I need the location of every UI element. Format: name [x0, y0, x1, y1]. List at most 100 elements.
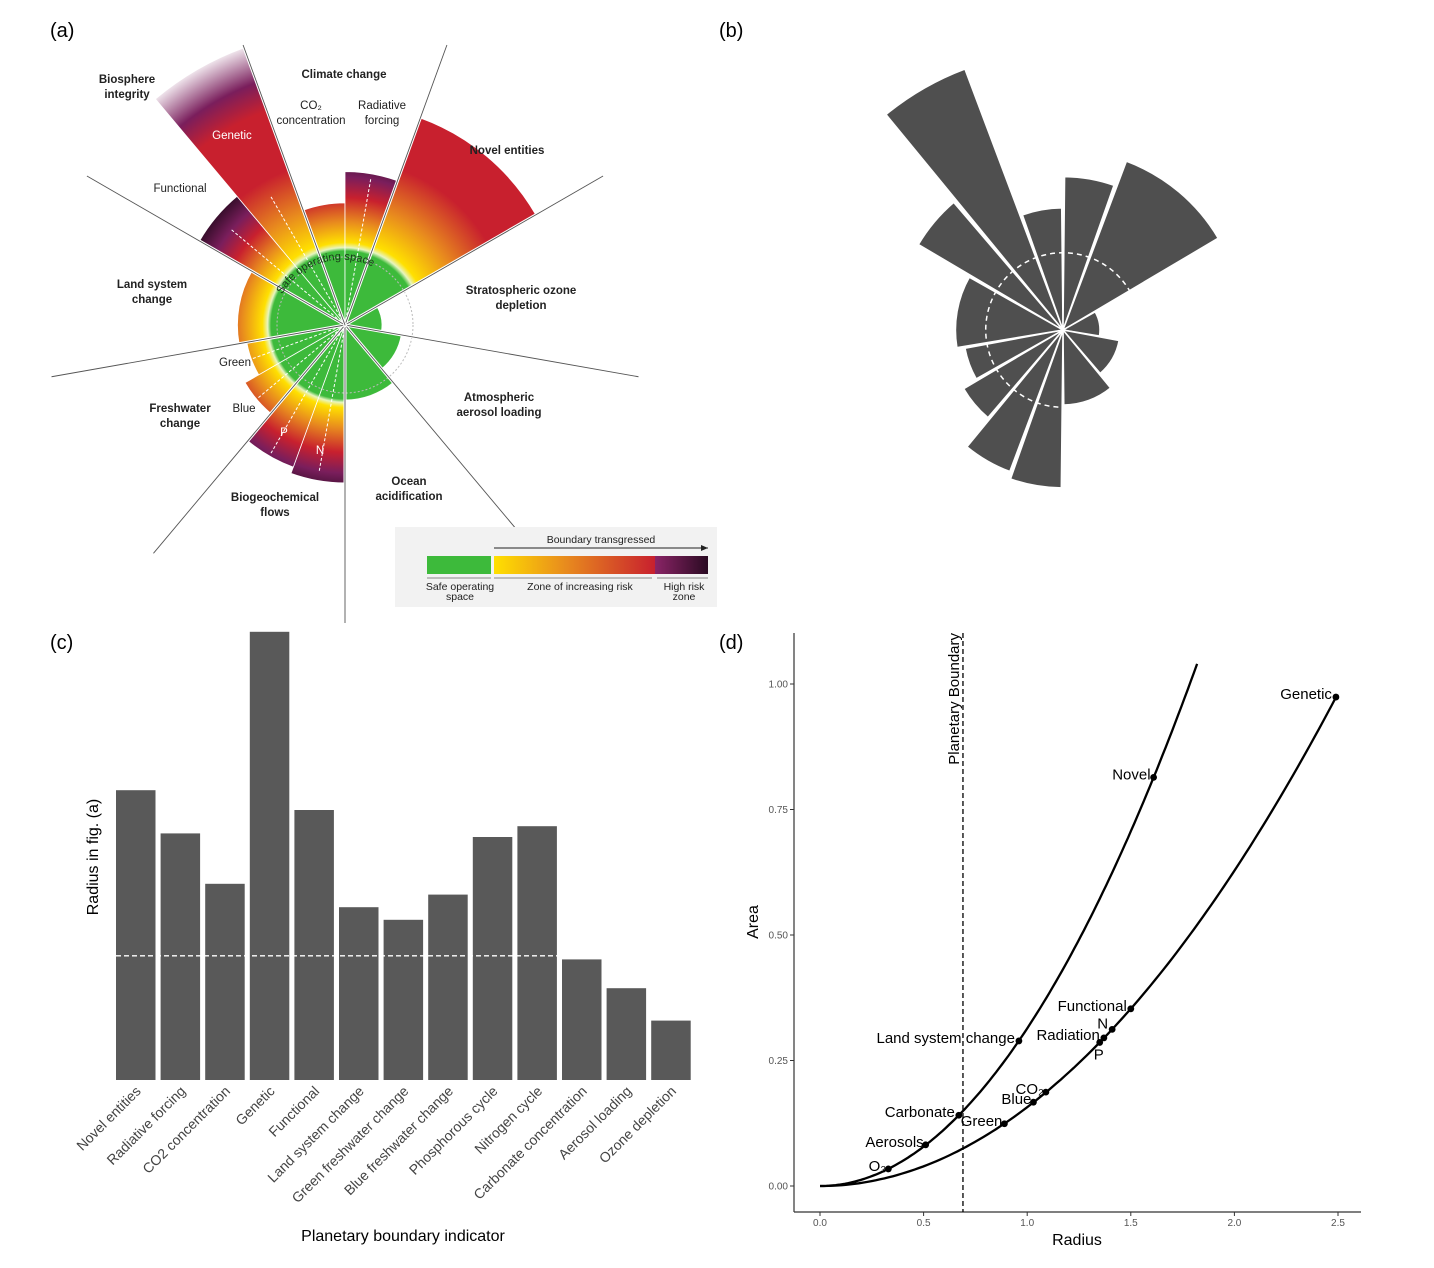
panel-d-line-chart: Area Radius Planetary Boundary 0.0 0.5 1.0…	[745, 633, 1361, 1249]
a-sector-divider	[344, 324, 537, 554]
d-point-label: O₃	[869, 1158, 887, 1175]
d-y-tick-label: 0.50	[769, 931, 789, 942]
d-point-label: Aerosols	[865, 1134, 923, 1151]
panel-label-a: (a)	[50, 20, 74, 42]
d-x-axis-title: Radius	[1052, 1232, 1102, 1249]
d-x-tick-label: 0.0	[813, 1218, 827, 1229]
legend-high-label: High risk zone	[664, 581, 706, 603]
c-bar-ozone-depletion	[651, 1020, 691, 1080]
d-point-functional	[1127, 1005, 1135, 1013]
c-bar-functional	[294, 810, 334, 1080]
label-green: Green	[219, 357, 251, 369]
c-bar-nitrogen-cycle	[517, 826, 557, 1080]
b-wedge-co2-concentration	[1021, 207, 1064, 331]
d-point-o	[884, 1165, 892, 1173]
c-x-tick-label: Ozone depletion	[596, 1083, 679, 1166]
d-point-label: Radiation	[1036, 1027, 1099, 1044]
label-radiative-forcing: Radiative forcing	[358, 100, 406, 127]
c-bar-radiative-forcing	[160, 833, 201, 1080]
c-bar-land-system-change	[339, 907, 379, 1080]
panel-c-bar-chart: Radius in fig. (a) Planetary boundary in…	[73, 631, 691, 1245]
label-genetic: Genetic	[212, 130, 252, 142]
label-blue: Blue	[232, 403, 255, 415]
a-subdivider	[318, 324, 346, 473]
d-point-label: N	[1097, 1015, 1108, 1032]
d-point-label: Genetic	[1280, 686, 1332, 703]
a-sector-divider	[344, 324, 639, 378]
d-x-tick-label: 0.5	[917, 1218, 931, 1229]
legend-safe-swatch	[427, 556, 491, 574]
b-wedge-functional	[917, 201, 1064, 331]
legend-risk-swatch	[494, 556, 655, 574]
d-x-tick-label: 2.0	[1227, 1218, 1241, 1229]
c-bar-phosphorous-cycle	[472, 837, 513, 1080]
label-climate-change: Climate change	[302, 69, 387, 81]
d-x-tick-label: 2.5	[1331, 1218, 1345, 1229]
panel-a-planetary-boundaries-diagram: Safe operating space Biosphere integrity …	[51, 44, 717, 623]
b-wedge-novel-entities	[1061, 160, 1220, 332]
c-bar-novel-entities	[116, 790, 156, 1080]
b-wedge-phosphorous-cycle	[965, 329, 1064, 473]
d-curve-2	[820, 696, 1337, 1188]
label-novel-entities: Novel entities	[470, 145, 545, 157]
a-subdivider	[229, 228, 346, 326]
d-point-radiation	[1100, 1034, 1108, 1042]
d-y-tick-label: 0.75	[769, 805, 789, 816]
d-curve-1	[820, 663, 1199, 1188]
d-point-green	[1001, 1120, 1008, 1128]
c-x-axis-title: Planetary boundary indicator	[301, 1228, 505, 1245]
d-point-label: Functional	[1058, 998, 1127, 1015]
a-subdivider	[269, 324, 346, 456]
d-point-co	[1042, 1088, 1050, 1096]
panel-label-c: (c)	[50, 632, 73, 654]
c-bar-genetic	[249, 631, 290, 1080]
d-point-label: Blue	[1001, 1091, 1031, 1108]
planetary-boundary-label: Planetary Boundary	[946, 633, 963, 765]
a-sector-divider	[242, 44, 346, 326]
label-biosphere-integrity: Biosphere integrity	[99, 74, 155, 101]
c-bar-carbonate-concentration	[562, 959, 602, 1080]
label-atmospheric-aerosol-loading: Atmospheric aerosol loading	[457, 392, 542, 419]
b-wedge-aerosol-loading	[1061, 328, 1120, 375]
c-bar-blue-freshwater-change	[428, 894, 468, 1080]
d-point-land-system-change	[1015, 1037, 1023, 1045]
d-point-aerosols	[922, 1141, 930, 1149]
d-point-label: Novel	[1112, 766, 1150, 783]
b-wedge-blue-freshwater-change	[962, 329, 1064, 419]
c-y-axis-title: Radius in fig. (a)	[85, 799, 102, 916]
legend-boundary-transgressed: Boundary transgressed	[547, 534, 656, 546]
d-point-label: Green	[961, 1113, 1003, 1130]
a-wedge-novel-entities	[344, 117, 537, 326]
label-p: P	[280, 427, 288, 439]
d-point-label: Carbonate	[885, 1104, 955, 1121]
c-x-tick-label: CO2 concentration	[139, 1083, 233, 1177]
d-point-blue	[1030, 1098, 1037, 1106]
b-wedge-nitrogen-cycle	[1009, 329, 1064, 489]
a-subdivider	[269, 194, 346, 326]
d-point-genetic	[1332, 693, 1340, 701]
a-subdivider	[203, 324, 346, 377]
d-point-label: CO₂	[1016, 1081, 1045, 1098]
legend: Boundary transgressed Safe operating spac…	[395, 527, 717, 607]
label-n: N	[316, 445, 324, 457]
d-point-label: Land system change	[876, 1030, 1014, 1047]
d-y-tick-label: 1.00	[769, 680, 789, 691]
b-wedge-radiative-forcing	[1062, 175, 1115, 331]
d-point-p	[1096, 1039, 1104, 1046]
label-ocean-acidification: Ocean acidification	[375, 476, 442, 503]
b-wedge-land-system-change	[954, 276, 1066, 349]
panel-b-polar-area-chart	[884, 68, 1220, 489]
d-point-label: P	[1094, 1046, 1104, 1063]
legend-safe-label: Safe operating space	[426, 581, 494, 603]
b-boundary-circle	[984, 251, 1142, 409]
a-sector-divider	[51, 324, 346, 378]
a-sector-divider	[344, 175, 604, 326]
c-x-tick-label: Genetic	[232, 1083, 277, 1128]
label-freshwater-change: Freshwater change	[149, 403, 211, 430]
label-stratospheric-ozone-depletion: Stratospheric ozone depletion	[466, 285, 577, 312]
b-wedge-ozone-depletion	[1060, 310, 1101, 337]
b-wedge-carbonate-concentration	[1062, 327, 1112, 406]
label-biogeochemical-flows: Biogeochemical flows	[231, 492, 319, 519]
c-x-tick-label: Radiative forcing	[103, 1083, 188, 1168]
